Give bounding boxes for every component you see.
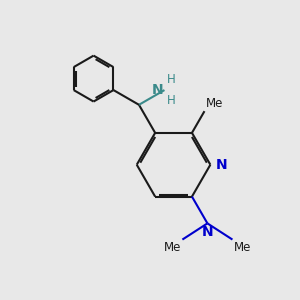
Text: H: H bbox=[167, 94, 176, 107]
Text: Me: Me bbox=[164, 241, 181, 254]
Text: N: N bbox=[216, 158, 227, 172]
Text: H: H bbox=[167, 73, 176, 86]
Text: N: N bbox=[152, 83, 163, 97]
Text: Me: Me bbox=[234, 241, 251, 254]
Text: Me: Me bbox=[206, 97, 223, 110]
Text: N: N bbox=[202, 225, 213, 239]
